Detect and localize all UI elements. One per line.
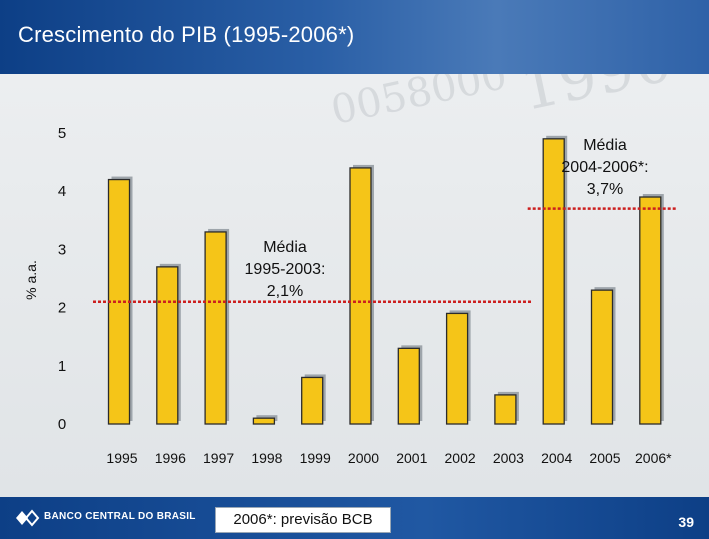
y-axis-title: % a.a.	[23, 260, 39, 300]
bar-2001	[397, 347, 420, 425]
y-tick-label: 3	[58, 241, 66, 258]
x-tick-label: 1997	[203, 450, 234, 466]
mean-label-2: 3,7%	[587, 181, 623, 198]
y-tick-label: 0	[58, 416, 66, 433]
x-tick-label: 1995	[106, 450, 137, 466]
page-number: 39	[678, 514, 694, 530]
bar-1998	[252, 417, 276, 425]
x-tick-label: 2006*	[635, 450, 672, 466]
bcb-logo-icon	[16, 509, 40, 527]
mean-label-1: Média	[263, 239, 307, 256]
y-tick-label: 4	[58, 183, 66, 200]
bar-2005	[590, 289, 614, 425]
x-tick-label: 2002	[445, 450, 476, 466]
y-tick-label: 5	[58, 125, 66, 142]
slide-title: Crescimento do PIB (1995-2006*)	[18, 22, 355, 47]
bar-2003	[494, 394, 517, 425]
mean-label-2: Média	[583, 137, 627, 154]
mean-label-1: 1995-2003:	[245, 261, 326, 278]
gdp-growth-chart: % a.a. 0 1 2 3 4 5 1995 1996 1997 1998 1999 2000 20…	[23, 125, 677, 466]
title-banner: Crescimento do PIB (1995-2006*)	[0, 0, 709, 74]
bar-1996	[156, 266, 179, 425]
y-tick-label: 2	[58, 300, 66, 317]
x-tick-label: 2000	[348, 450, 379, 466]
bar-2006	[639, 196, 662, 425]
x-tick-label: 1996	[155, 450, 186, 466]
bar-1997	[204, 231, 227, 425]
bar-1999	[301, 376, 324, 425]
y-tick-label: 1	[58, 358, 66, 375]
bar-2004	[542, 138, 565, 425]
mean-label-2: 2004-2006*:	[561, 159, 648, 176]
bar-2000	[349, 167, 372, 425]
x-tick-label: 2004	[541, 450, 572, 466]
x-tick-label: 1999	[300, 450, 331, 466]
bank-name: BANCO CENTRAL DO BRASIL	[44, 511, 196, 522]
forecast-footnote: 2006*: previsão BCB	[215, 507, 391, 533]
x-tick-label: 2003	[493, 450, 524, 466]
x-tick-label: 1998	[251, 450, 282, 466]
mean-label-1: 2,1%	[267, 283, 303, 300]
x-tick-label: 2005	[589, 450, 620, 466]
bar-2002	[445, 312, 469, 425]
x-tick-label: 2001	[396, 450, 427, 466]
